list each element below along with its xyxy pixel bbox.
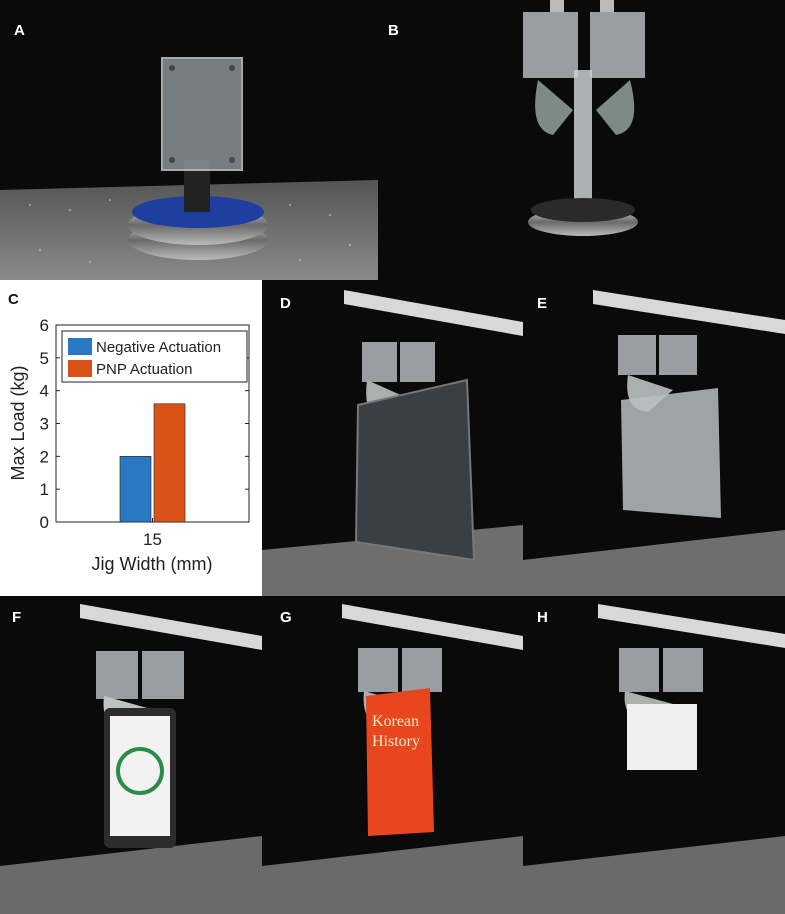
panel-e-image [523,290,785,596]
bars-group [119,403,186,523]
panel-e-photo: E [523,280,785,596]
y-tick-label: 4 [40,382,49,401]
panel-f-image [0,604,262,914]
legend-label-pnp: PNP Actuation [96,361,192,378]
y-tick-label: 2 [40,447,49,466]
panel-label-h: H [537,609,548,626]
panel-b-image [523,0,645,236]
panel-h-image [523,604,785,914]
legend: Negative Actuation PNP Actuation [61,330,248,383]
panel-label-b: B [388,22,399,39]
bar-negative-actuation [119,456,152,523]
legend-label-negative: Negative Actuation [96,339,221,356]
panel-a-photo: A [0,0,378,280]
x-tick-label: 15 [143,530,162,549]
book-title-line1: Korean [372,713,419,730]
panel-label-f: F [12,609,22,626]
panel-f-photo: F [0,596,262,914]
x-axis-label: Jig Width (mm) [92,554,213,574]
y-tick-label: 0 [40,513,49,532]
y-tick-label: 5 [40,349,49,368]
y-tick-label: 6 [40,316,49,335]
bar-pnp-actuation [153,403,186,523]
y-tick-label: 3 [40,415,49,434]
panel-c-chart: C 0 1 2 3 4 5 6 15 Max Load (kg) Jig Width (mm… [0,280,262,596]
y-axis-ticks: 0 1 2 3 4 5 6 [40,316,249,532]
panel-b-photo: B [378,0,785,280]
panel-h-photo: H [523,596,785,914]
panel-g-photo: Korean History G [262,596,523,914]
panel-label-g: G [280,609,292,626]
panel-label-e: E [537,295,548,312]
y-tick-label: 1 [40,480,49,499]
book-title-line2: History [372,733,420,750]
panel-d-photo: D [262,280,523,596]
panel-label-a: A [14,22,25,39]
panel-label-c: C [8,291,19,308]
panel-a-image [0,57,378,280]
y-axis-label: Max Load (kg) [8,365,28,480]
panel-g-image: Korean History [262,604,523,914]
panel-d-image [262,290,523,596]
legend-swatch-negative [68,338,92,355]
panel-label-d: D [280,295,291,312]
x-axis-ticks: 15 [143,518,162,549]
legend-swatch-pnp [68,360,92,377]
